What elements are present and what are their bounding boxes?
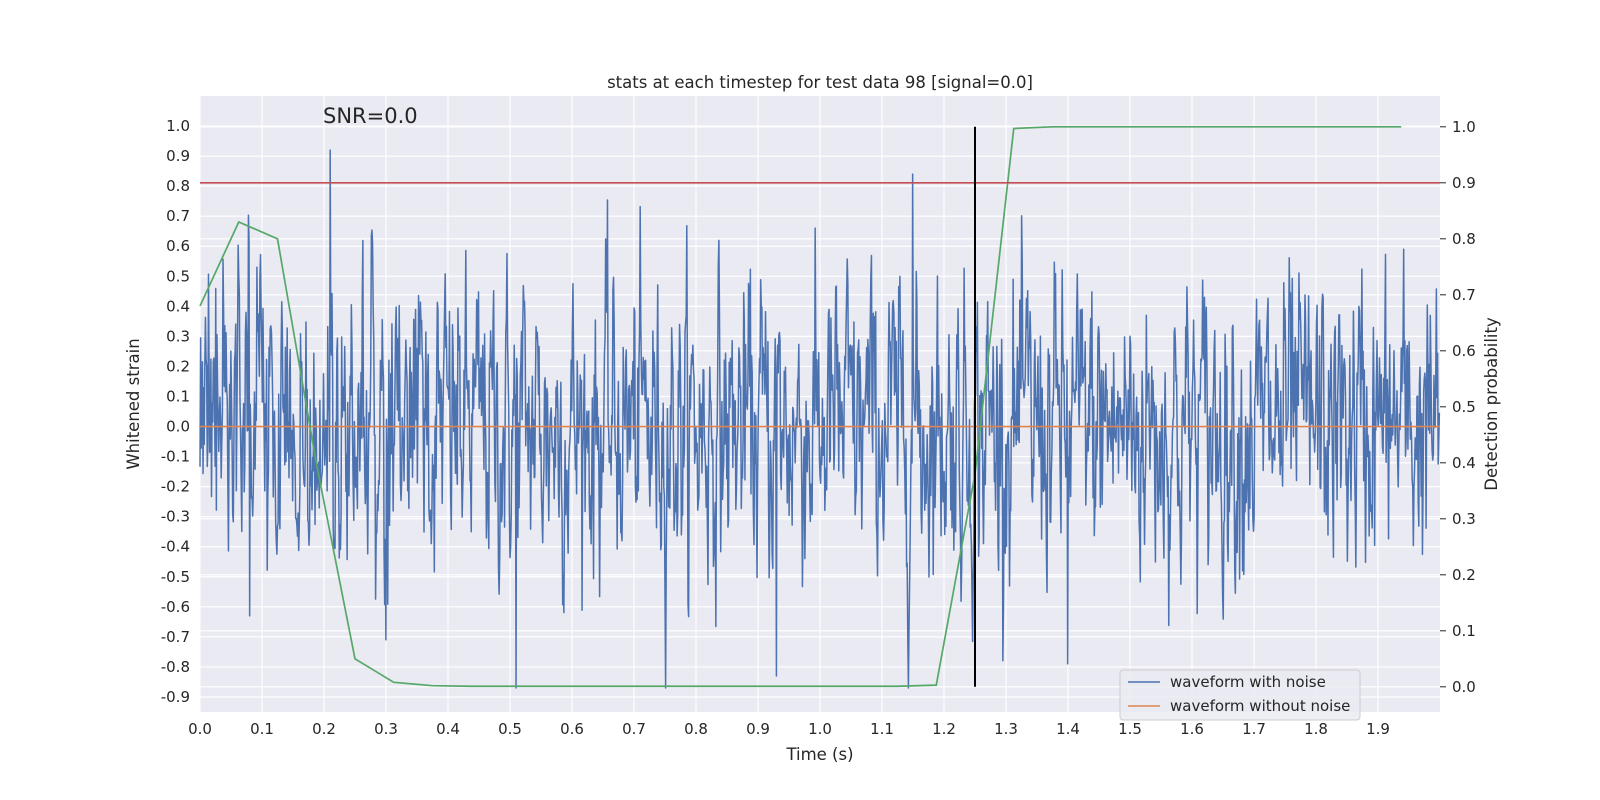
y2-tick-label: 0.8: [1452, 230, 1476, 248]
series-line-2: [199, 125, 1402, 688]
x-tick-label: 0.7: [622, 720, 646, 738]
x-tick-label: 1.2: [932, 720, 956, 738]
y-tick-label: 0.5: [166, 267, 190, 285]
y-tick-label: 1.0: [166, 117, 190, 135]
y-tick-label: -0.5: [161, 568, 190, 586]
y-axis-label: Whitened strain: [124, 338, 143, 469]
y-tick-label: -0.1: [161, 448, 190, 466]
y-tick-label: 0.7: [166, 207, 190, 225]
y2-axis-label: Detection probability: [1482, 317, 1501, 491]
x-tick-label: 1.9: [1366, 720, 1390, 738]
plot-content: [199, 125, 1441, 689]
ticks: 0.0 0.1 0.2 0.3 0.4 0.5 0.6 0.7 0.8 0.9 1.0 1.1 1.2 1…: [161, 117, 1476, 738]
y2-tick-label: 0.4: [1452, 454, 1476, 472]
y-tick-label: -0.4: [161, 538, 190, 556]
y-tick-label: 0.0: [166, 418, 190, 436]
x-tick-label: 0.0: [188, 720, 212, 738]
y-tick-label: -0.7: [161, 628, 190, 646]
series-waveform-with-noise: [199, 149, 1441, 689]
x-tick-label: 0.5: [498, 720, 522, 738]
legend-label-noise: waveform with noise: [1170, 673, 1326, 691]
y2-tick-label: 0.1: [1452, 622, 1476, 640]
x-tick-label: 0.6: [560, 720, 584, 738]
y2-tick-label: 0.3: [1452, 510, 1476, 528]
y2-tick-label: 0.6: [1452, 342, 1476, 360]
x-tick-label: 1.4: [1056, 720, 1080, 738]
chart-title: stats at each timestep for test data 98 …: [607, 73, 1033, 92]
x-tick-label: 0.9: [746, 720, 770, 738]
legend-box: [1119, 669, 1361, 721]
y-tick-label: 0.1: [166, 387, 190, 405]
x-tick-label: 1.7: [1242, 720, 1266, 738]
y2-tick-label: 1.0: [1452, 118, 1476, 136]
y-tick-label: -0.6: [161, 598, 190, 616]
legend-label-clean: waveform without noise: [1170, 697, 1350, 715]
y-tick-label: 0.9: [166, 147, 190, 165]
x-tick-label: 1.3: [994, 720, 1018, 738]
y-tick-label: 0.8: [166, 177, 190, 195]
x-tick-label: 0.4: [436, 720, 460, 738]
x-tick-label: 0.3: [374, 720, 398, 738]
y-tick-label: 0.3: [166, 327, 190, 345]
x-axis-label: Time (s): [785, 745, 853, 764]
y2-tick-label: 0.7: [1452, 286, 1476, 304]
y-tick-label: -0.8: [161, 658, 190, 676]
y-tick-label: -0.3: [161, 508, 190, 526]
x-tick-label: 1.6: [1180, 720, 1204, 738]
y-tick-label: 0.4: [166, 297, 190, 315]
x-tick-label: 1.0: [808, 720, 832, 738]
y-tick-label: 0.6: [166, 237, 190, 255]
y2-tick-label: 0.5: [1452, 398, 1476, 416]
y2-tick-label: 0.2: [1452, 566, 1476, 584]
x-tick-label: 1.8: [1304, 720, 1328, 738]
y-tick-label: 0.2: [166, 357, 190, 375]
x-tick-label: 0.1: [250, 720, 274, 738]
y2-tick-label: 0.9: [1452, 174, 1476, 192]
x-tick-label: 1.1: [870, 720, 894, 738]
legend: waveform with noise waveform without noi…: [1119, 669, 1361, 721]
y2-tick-label: 0.0: [1452, 678, 1476, 696]
x-tick-label: 0.2: [312, 720, 336, 738]
snr-annotation: SNR=0.0: [323, 104, 418, 128]
x-tick-label: 0.8: [684, 720, 708, 738]
x-tick-label: 1.5: [1118, 720, 1142, 738]
y-tick-label: -0.2: [161, 478, 190, 496]
y-tick-label: -0.9: [161, 688, 190, 706]
